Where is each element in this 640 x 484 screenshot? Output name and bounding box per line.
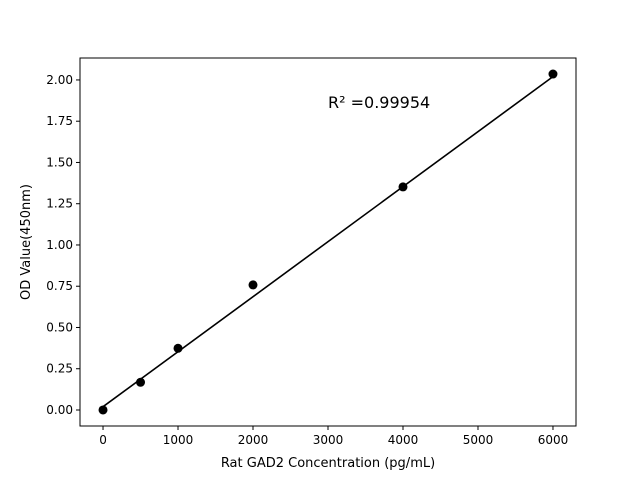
data-point xyxy=(173,343,183,353)
data-point xyxy=(548,69,558,79)
y-tick-label: 1.25 xyxy=(46,197,73,211)
r-squared-annotation: R² =0.99954 xyxy=(328,93,430,112)
y-tick-label: 1.75 xyxy=(46,114,73,128)
x-axis-label: Rat GAD2 Concentration (pg/mL) xyxy=(221,456,435,471)
y-axis-label: OD Value(450nm) xyxy=(19,184,34,300)
x-tick-label: 2000 xyxy=(238,433,269,447)
y-tick-label: 2.00 xyxy=(46,73,73,87)
data-point xyxy=(136,377,146,387)
y-tick-label: 0.25 xyxy=(46,362,73,376)
axes-frame xyxy=(79,57,577,427)
data-point xyxy=(98,405,108,415)
data-point xyxy=(398,182,408,192)
data-point xyxy=(248,280,258,290)
x-tick-label: 5000 xyxy=(463,433,494,447)
y-tick-label: 1.00 xyxy=(46,238,73,252)
y-tick-label: 0.50 xyxy=(46,320,73,334)
y-tick-label: 1.50 xyxy=(46,155,73,169)
x-tick-label: 4000 xyxy=(388,433,419,447)
x-tick-label: 6000 xyxy=(538,433,569,447)
y-tick-label: 0.75 xyxy=(46,279,73,293)
fit-line xyxy=(102,76,554,408)
x-tick-label: 3000 xyxy=(313,433,344,447)
x-tick-label: 1000 xyxy=(163,433,194,447)
y-tick-label: 0.00 xyxy=(46,403,73,417)
x-tick-label: 0 xyxy=(99,433,107,447)
